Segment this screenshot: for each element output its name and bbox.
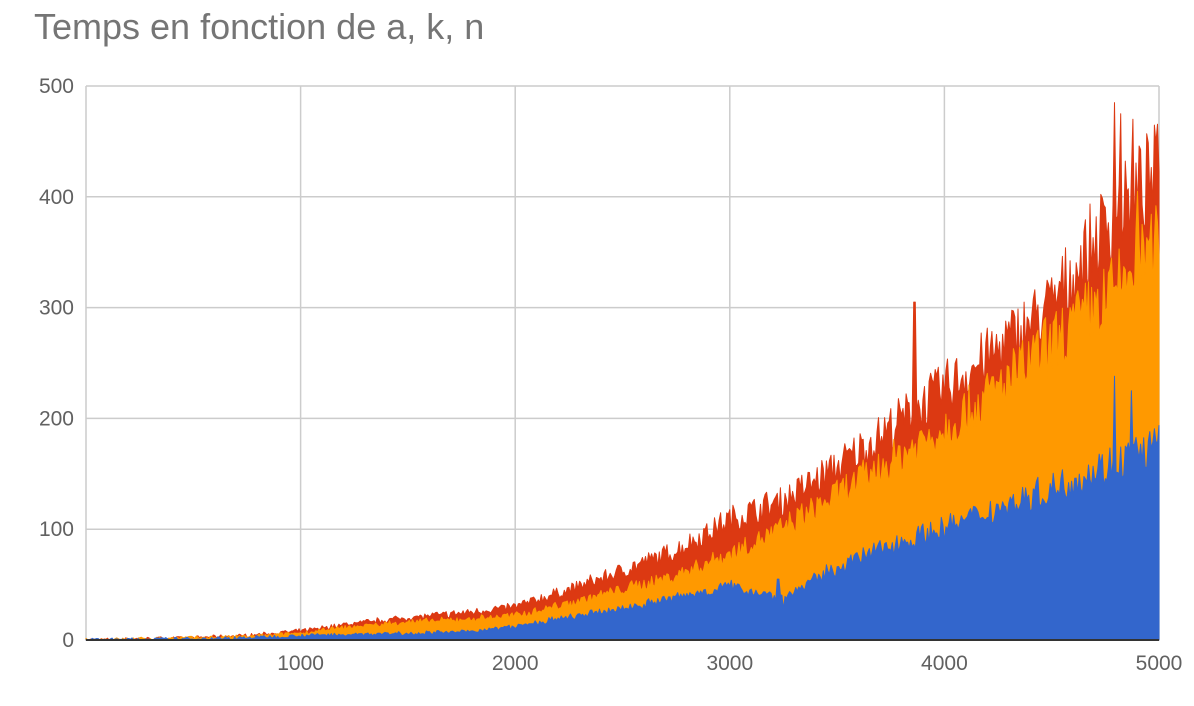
y-tick-label: 100: [39, 518, 74, 541]
chart-title: Temps en fonction de a, k, n: [34, 6, 485, 47]
x-tick-label: 4000: [921, 652, 968, 675]
x-tick-label: 3000: [706, 652, 753, 675]
tick-labels: 0 100 200 300 400 500 1000 2000 3000 4000 5000: [39, 75, 1182, 675]
x-tick-label: 2000: [492, 652, 539, 675]
x-tick-label: 5000: [1136, 652, 1183, 675]
x-tick-label: 1000: [277, 652, 324, 675]
y-tick-label: 0: [62, 629, 74, 652]
y-tick-label: 300: [39, 297, 74, 320]
series-area-3: [85, 375, 1160, 641]
y-tick-label: 400: [39, 186, 74, 209]
y-tick-label: 200: [39, 407, 74, 430]
series-layer: [85, 102, 1160, 641]
y-tick-label: 500: [39, 75, 74, 98]
